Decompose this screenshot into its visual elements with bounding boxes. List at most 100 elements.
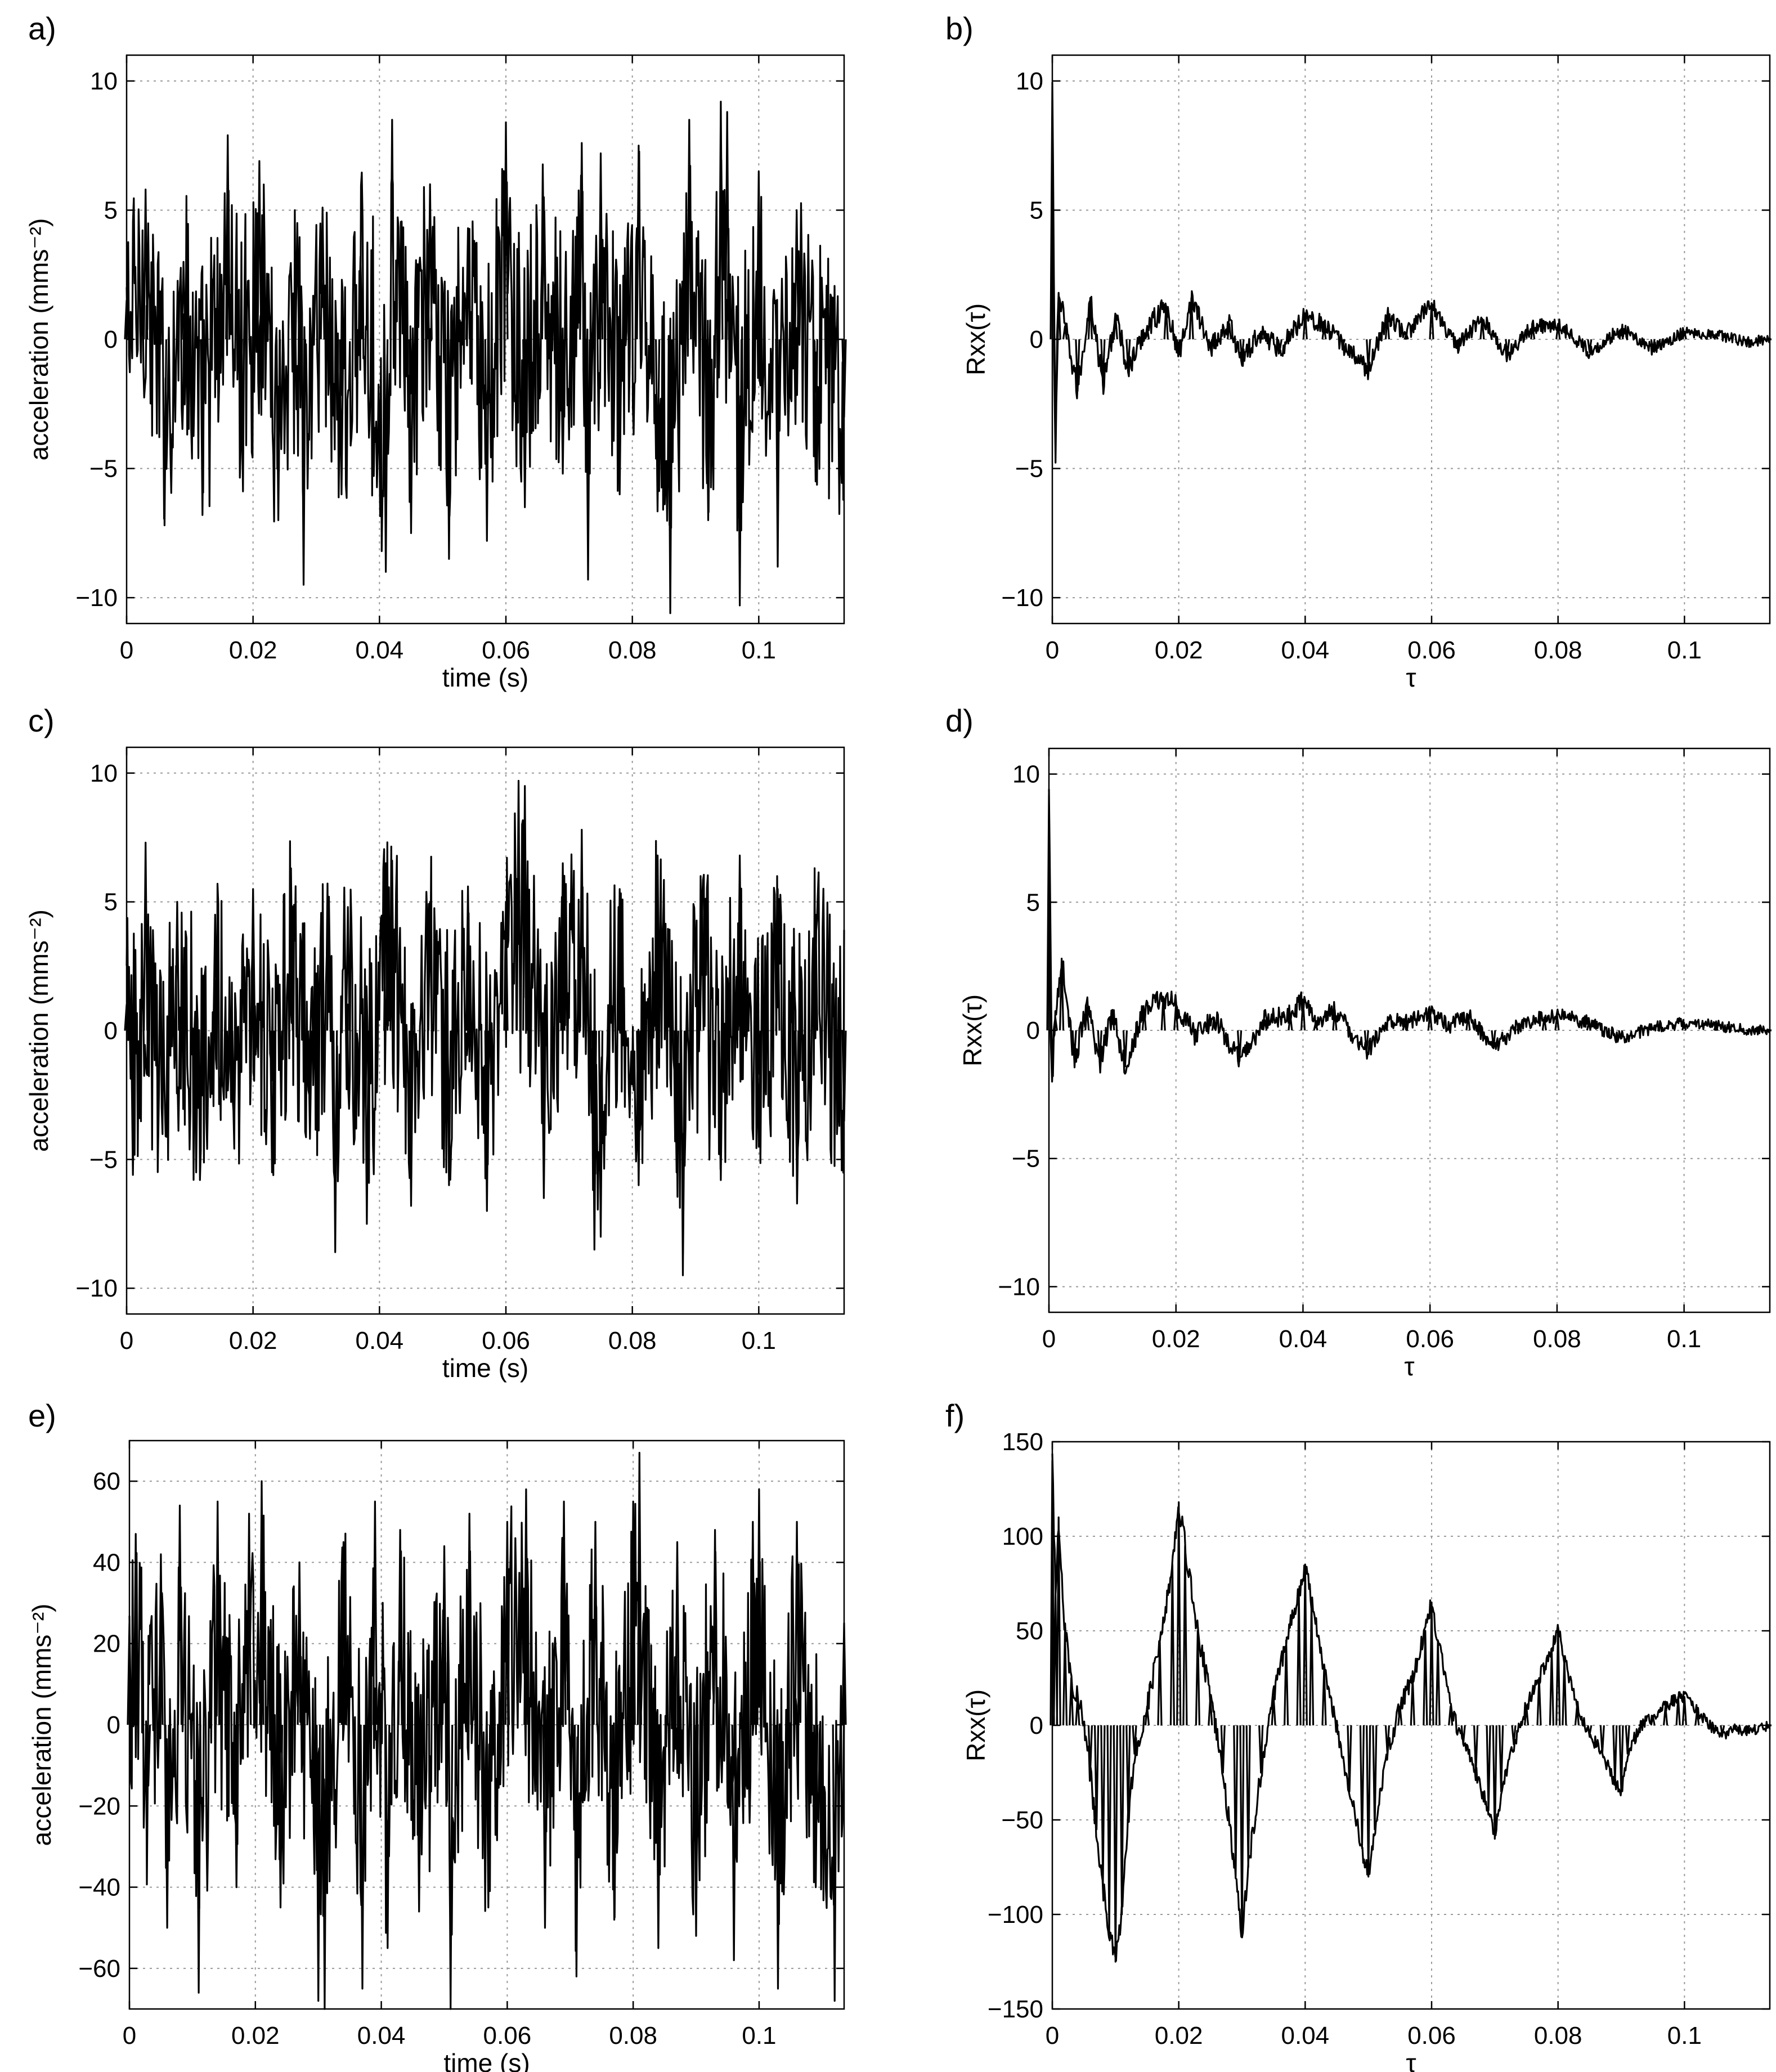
- x-tick-label: 0: [1042, 1325, 1056, 1353]
- x-tick-label: 0.02: [1155, 2022, 1203, 2049]
- series-line: [1050, 82, 1771, 464]
- panel-d: d) 0 0.02 0.04 0.06 0.08 0.1 −10 −5 0 5 10 τ Rxx(τ): [945, 703, 1771, 1381]
- x-axis-title: τ: [1406, 663, 1416, 692]
- y-tick-label: −10: [998, 1273, 1040, 1300]
- x-axis-title: τ: [1406, 2048, 1416, 2072]
- y-axis-title: acceleration (mms⁻²): [24, 909, 53, 1152]
- panel-f: f) 0 0.02 0.04 0.06 0.08 0.1 −150 −100 −50 0 50 100 1…: [945, 1398, 1771, 2072]
- y-tick-label: 20: [93, 1630, 120, 1658]
- x-tick-label: 0.06: [1407, 2022, 1456, 2049]
- x-tick-label: 0.06: [1406, 1325, 1454, 1353]
- x-tick-label: 0: [123, 2022, 136, 2049]
- x-tick-label: 0: [120, 636, 133, 664]
- x-axis-title: time (s): [442, 663, 528, 692]
- x-tick-label: 0.06: [482, 1327, 530, 1355]
- x-tick-label: 0.06: [483, 2022, 532, 2049]
- y-tick-label: −10: [75, 584, 118, 612]
- y-tick-label: −60: [78, 1955, 120, 1983]
- y-tick-label: 0: [1026, 1017, 1040, 1044]
- y-tick-label: 5: [1026, 889, 1040, 916]
- y-tick-label: −10: [1001, 584, 1043, 612]
- series-line: [1050, 1454, 1771, 1963]
- y-tick-label: −5: [1012, 1145, 1040, 1173]
- panel-a: a) 0 0.02 0.04 0.06 0.08 0.1 −10 −5 0 5 10 time (s) a…: [24, 11, 847, 692]
- x-tick-label: 0.04: [1281, 636, 1330, 664]
- y-tick-label: 0: [1030, 1712, 1043, 1739]
- x-tick-label: 0.04: [1281, 2022, 1330, 2049]
- y-tick-label: −5: [89, 455, 118, 483]
- panel-e: e) 0 0.02 0.04 0.06 0.08 0.1 −60 −40 −20 0 20 40 60 ti…: [27, 1398, 847, 2072]
- panel-label: a): [28, 11, 56, 46]
- series-line: [1046, 789, 1771, 1083]
- y-tick-label: −50: [1001, 1806, 1043, 1834]
- x-tick-label: 0.02: [229, 1327, 277, 1355]
- x-tick-label: 0: [1046, 2022, 1059, 2049]
- x-tick-label: 0.04: [356, 636, 404, 664]
- x-tick-label: 0.08: [1534, 2022, 1582, 2049]
- y-axis-title: Rxx(τ): [961, 1689, 990, 1761]
- x-tick-label: 0.02: [229, 636, 277, 664]
- x-tick-label: 0.1: [1667, 2022, 1702, 2049]
- y-tick-label: 40: [93, 1549, 120, 1576]
- panel-label: f): [945, 1398, 965, 1433]
- x-tick-label: 0.08: [1533, 1325, 1581, 1353]
- y-tick-label: 10: [1016, 68, 1043, 95]
- y-tick-label: −100: [988, 1901, 1043, 1929]
- x-tick-label: 0.1: [1667, 1325, 1701, 1353]
- series-line: [124, 101, 847, 615]
- x-tick-label: 0.02: [1155, 636, 1203, 664]
- x-tick-label: 0.08: [608, 1327, 657, 1355]
- x-tick-label: 0: [120, 1327, 133, 1355]
- x-tick-label: 0.04: [1279, 1325, 1327, 1353]
- panel-label: d): [945, 703, 974, 738]
- y-tick-label: −10: [75, 1275, 118, 1302]
- x-tick-label: 0.1: [742, 636, 776, 664]
- y-tick-label: 150: [1002, 1428, 1043, 1456]
- panel-c: c) 0 0.02 0.04 0.06 0.08 0.1 −10 −5 0 5 10 time (s) a…: [24, 703, 847, 1383]
- y-tick-label: 5: [104, 889, 118, 916]
- y-tick-label: 100: [1002, 1523, 1043, 1550]
- x-tick-label: 0.1: [1667, 636, 1702, 664]
- panel-b: b) 0 0.02 0.04 0.06 0.08 0.1 −10 −5 0 5 10 τ Rxx(τ): [945, 11, 1771, 692]
- y-tick-label: 0: [104, 326, 118, 353]
- x-axis-title: time (s): [442, 1353, 528, 1383]
- y-tick-label: −40: [78, 1874, 120, 1901]
- y-tick-label: −5: [1015, 455, 1043, 483]
- x-tick-label: 0.08: [608, 636, 657, 664]
- x-tick-label: 0.04: [356, 1327, 404, 1355]
- panel-label: b): [945, 11, 974, 46]
- y-tick-label: 5: [1030, 196, 1043, 224]
- y-axis-title: Rxx(τ): [958, 994, 987, 1066]
- y-tick-label: 0: [104, 1017, 118, 1045]
- y-axis-title: Rxx(τ): [961, 303, 990, 375]
- y-axis-title: acceleration (mms⁻²): [24, 218, 53, 461]
- y-tick-label: 5: [104, 196, 118, 224]
- x-tick-label: 0.06: [482, 636, 530, 664]
- x-tick-label: 0.1: [742, 1327, 776, 1355]
- x-tick-label: 0.04: [357, 2022, 406, 2049]
- x-tick-label: 0: [1046, 636, 1059, 664]
- y-tick-label: 0: [1030, 326, 1043, 353]
- y-tick-label: 10: [90, 760, 118, 787]
- x-tick-label: 0.06: [1407, 636, 1456, 664]
- y-tick-label: −150: [988, 1995, 1043, 2023]
- x-tick-label: 0.02: [231, 2022, 280, 2049]
- x-tick-label: 0.1: [742, 2022, 776, 2049]
- x-tick-label: 0.08: [609, 2022, 657, 2049]
- x-axis-title: time (s): [443, 2048, 530, 2072]
- y-tick-label: 50: [1016, 1617, 1043, 1645]
- y-tick-label: −5: [89, 1146, 118, 1173]
- panel-label: e): [28, 1398, 56, 1433]
- y-tick-label: 60: [93, 1468, 120, 1495]
- y-tick-label: −20: [78, 1792, 120, 1820]
- y-axis-title: acceleration (mms⁻²): [27, 1604, 56, 1846]
- x-tick-label: 0.02: [1152, 1325, 1200, 1353]
- x-tick-label: 0.08: [1534, 636, 1582, 664]
- y-tick-label: 10: [90, 68, 118, 95]
- series-line: [124, 779, 847, 1276]
- y-tick-label: 10: [1012, 761, 1040, 788]
- y-tick-label: 0: [107, 1711, 120, 1739]
- panel-label: c): [28, 703, 55, 738]
- series-line: [127, 1452, 847, 2010]
